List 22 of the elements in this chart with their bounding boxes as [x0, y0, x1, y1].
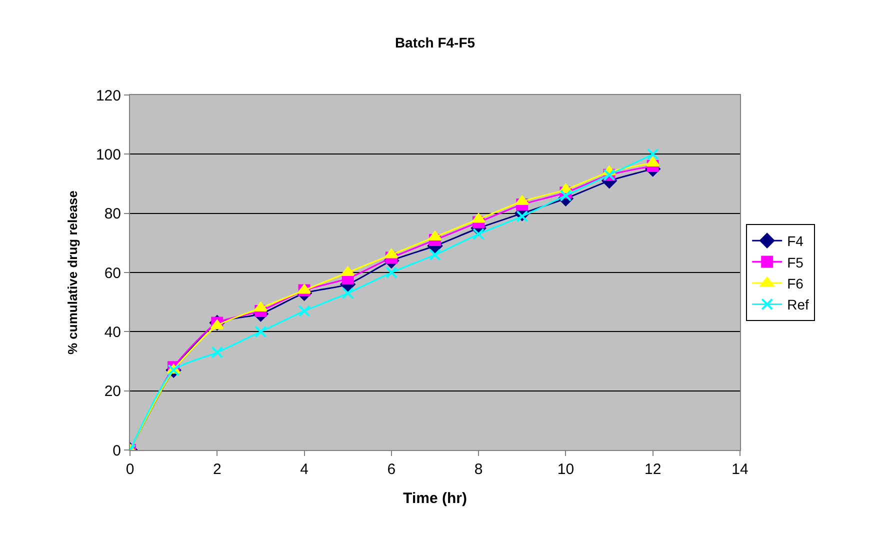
x-tick-label: 10 [557, 461, 574, 478]
legend-label: F5 [787, 254, 804, 270]
legend-label: Ref [787, 296, 809, 313]
y-tick-label: 80 [104, 206, 121, 223]
y-tick-label: 20 [104, 383, 121, 400]
x-tick-label: 8 [474, 461, 483, 478]
x-tick-label: 0 [126, 461, 134, 478]
y-tick-label: 40 [104, 324, 121, 341]
legend-label: F4 [787, 233, 804, 250]
chart-title: Batch F4-F5 [394, 34, 476, 50]
y-axis-title: % cumulative drug release [64, 190, 80, 355]
x-tick-label: 4 [300, 461, 308, 478]
y-tick-label: 120 [96, 87, 121, 104]
x-tick-label: 6 [387, 461, 396, 478]
y-tick-label: 100 [96, 146, 121, 164]
y-tick-label: 0 [112, 442, 121, 460]
y-tick-label: 60 [104, 264, 121, 282]
x-tick-label: 14 [732, 461, 748, 478]
x-tick-label: 12 [644, 461, 662, 478]
x-axis-title: Time (hr) [403, 490, 467, 507]
legend-label: F6 [787, 275, 804, 292]
x-tick-label: 2 [212, 461, 222, 478]
